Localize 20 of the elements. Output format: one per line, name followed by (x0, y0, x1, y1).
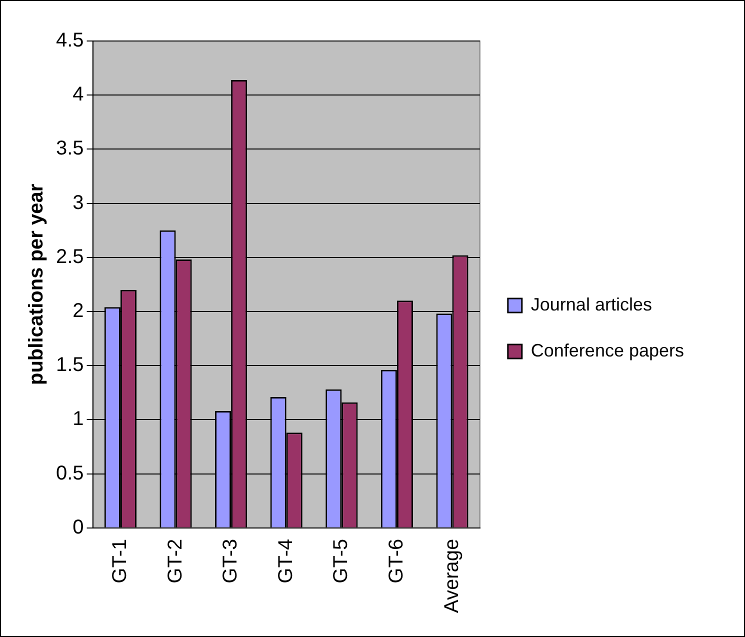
legend-label: Conference papers (530, 340, 684, 360)
x-tick-label: GT-3 (220, 538, 242, 584)
x-tick-label: GT-5 (330, 538, 352, 584)
y-tick-label: 0.5 (56, 462, 84, 484)
y-tick-label: 0 (72, 516, 84, 538)
legend-label: Journal articles (530, 294, 652, 314)
y-tick-label: 3.5 (56, 138, 84, 160)
y-axis-title: publications per year (26, 184, 48, 386)
x-tick-label: GT-4 (274, 538, 297, 584)
x-tick-label: GT-2 (164, 538, 186, 584)
x-tick-label: GT-1 (108, 538, 131, 584)
y-tick-label: 2.5 (56, 246, 84, 268)
y-tick-label: 1.5 (56, 354, 84, 376)
x-tick-label: GT-6 (385, 538, 408, 584)
y-tick-label: 3 (72, 192, 84, 214)
y-tick-label: 4.5 (56, 30, 84, 52)
y-tick-label: 4 (72, 84, 84, 106)
x-tick-label: Average (440, 538, 463, 614)
y-tick-label: 1 (72, 408, 84, 430)
y-tick-label: 2 (72, 300, 84, 322)
